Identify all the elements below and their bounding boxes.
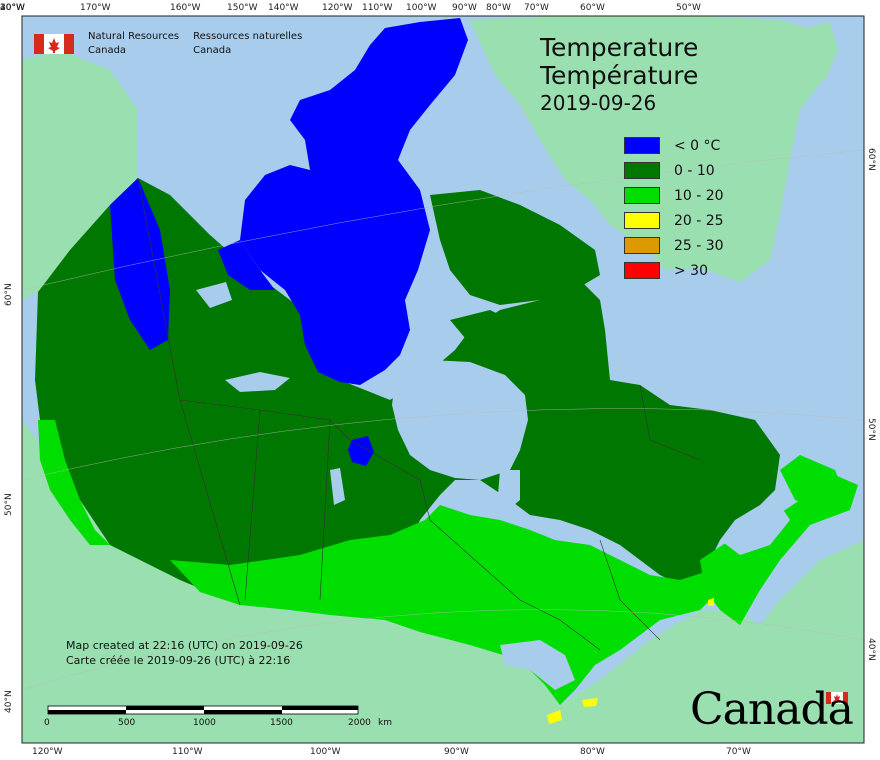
graticule [21,149,865,691]
legend-label: 25 - 30 [674,237,724,254]
james-bay [498,470,520,510]
graticule-tick-label: 160°W [170,3,201,13]
scale-label: 1000 [193,718,216,728]
warm-band-maritimes [700,475,858,625]
scale-label: 0 [44,718,50,728]
yukon-cold [110,178,170,350]
usa-land [22,420,864,743]
great-bear-lake [196,282,232,308]
legend-label: 0 - 10 [674,162,715,179]
graticule-tick-label: 30°W [0,3,25,13]
graticule-tick-label: 50°W [676,3,701,13]
credit-french: Carte créée le 2019-09-26 (UTC) à 22:16 [66,654,291,667]
graticule-tick-label: 110°W [362,3,393,13]
graticule-tick-label: 140°W [268,3,299,13]
graticule-tick-label: 70°W [524,3,549,13]
arctic-archipelago-cold [240,18,468,385]
hudson-bay [392,360,528,480]
legend-swatch [624,212,660,229]
graticule-tick-label: 40°N [4,690,14,713]
legend-swatch [624,162,660,179]
organization-block: Natural Resources Canada Ressources natu… [80,30,302,58]
legend-swatch [624,187,660,204]
legend-label: > 30 [674,262,708,279]
lake-cold [348,436,374,466]
graticule-tick-label: 50°N [4,493,14,516]
iceland [795,22,838,80]
canada-wordmark: Canada [690,684,854,735]
legend: < 0 °C 0 - 10 10 - 20 20 - 25 25 - 30 > 30 [624,133,724,283]
great-slave-lake [225,372,290,392]
map-date: 2019-09-26 [540,91,657,115]
graticule-tick-label: 150°W [227,3,258,13]
graticule-tick-label: 120°W [32,747,63,757]
graticule-tick-label: 60°N [4,283,14,306]
graticule-tick-label: 100°W [310,747,341,757]
legend-item: 25 - 30 [624,233,724,258]
map-title-french: Température [540,61,699,90]
org-name-fr-line1: Ressources naturelles [193,31,303,42]
credit-english: Map created at 22:16 (UTC) on 2019-09-26 [66,639,303,652]
legend-label: 20 - 25 [674,212,724,229]
legend-swatch [624,262,660,279]
map-title-block: Temperature Température 2019-09-26 [540,34,698,116]
org-name-french: Ressources naturelles Canada [193,30,302,58]
map-frame [21,15,865,744]
org-flag-icon [34,34,74,54]
scale-label: 2000 [348,718,371,728]
map-title-english: Temperature [540,33,699,62]
hot-patch-maritimes [708,598,714,606]
province-boundaries [137,177,701,651]
graticule-tick-label: 90°W [452,3,477,13]
scale-label: 1500 [270,718,293,728]
graticule-tick-label: 80°W [580,747,605,757]
graticule-tick-label: 110°W [172,747,203,757]
gulf-st-lawrence [720,505,790,555]
hot-patch-ontario-2 [582,698,598,707]
baffin-south-green [450,310,520,350]
warm-band-bc-coast [38,420,110,545]
hot-patch-ontario-1 [547,710,562,724]
graticule-tick-label: 100°W [406,3,437,13]
legend-item: < 0 °C [624,133,724,158]
legend-item: 20 - 25 [624,208,724,233]
graticule-tick-label: 20°W [0,3,25,13]
graticule-tick-label: 90°W [444,747,469,757]
graticule-tick-label: 40°W [0,3,25,13]
legend-label: 10 - 20 [674,187,724,204]
graticule-tick-label: 60°N [866,148,876,171]
wordmark-flag-icon [826,692,848,704]
graticule-tick-label: 80°W [486,3,511,13]
legend-swatch [624,137,660,154]
map-credit: Map created at 22:16 (UTC) on 2019-09-26… [66,638,303,668]
great-lakes [500,640,575,690]
legend-swatch [624,237,660,254]
graticule-tick-label: 40°N [866,638,876,661]
legend-item: 0 - 10 [624,158,724,183]
arctic-green-islands [430,190,600,305]
org-name-en-line2: Canada [88,45,127,56]
graticule-tick-label: 170°W [80,3,111,13]
warm-band-south [170,505,720,705]
newfoundland [780,455,845,510]
graticule-tick-label: 70°W [726,747,751,757]
scale-bar-graphic [47,705,359,715]
alaska [22,50,138,300]
scale-label: 500 [118,718,136,728]
legend-item: 10 - 20 [624,183,724,208]
legend-item: > 30 [624,258,724,283]
graticule-tick-label: 60°W [580,3,605,13]
org-name-en-line1: Natural Resources [88,31,180,42]
org-name-fr-line2: Canada [193,45,232,56]
graticule-tick-label: 50°N [866,418,876,441]
scale-unit: km [378,718,392,728]
org-name-english: Natural Resources Canada [88,30,179,58]
legend-label: < 0 °C [674,137,721,154]
lake-winnipeg [330,468,345,505]
nunavut-cold-west [218,240,275,290]
graticule-tick-label: 120°W [322,3,353,13]
